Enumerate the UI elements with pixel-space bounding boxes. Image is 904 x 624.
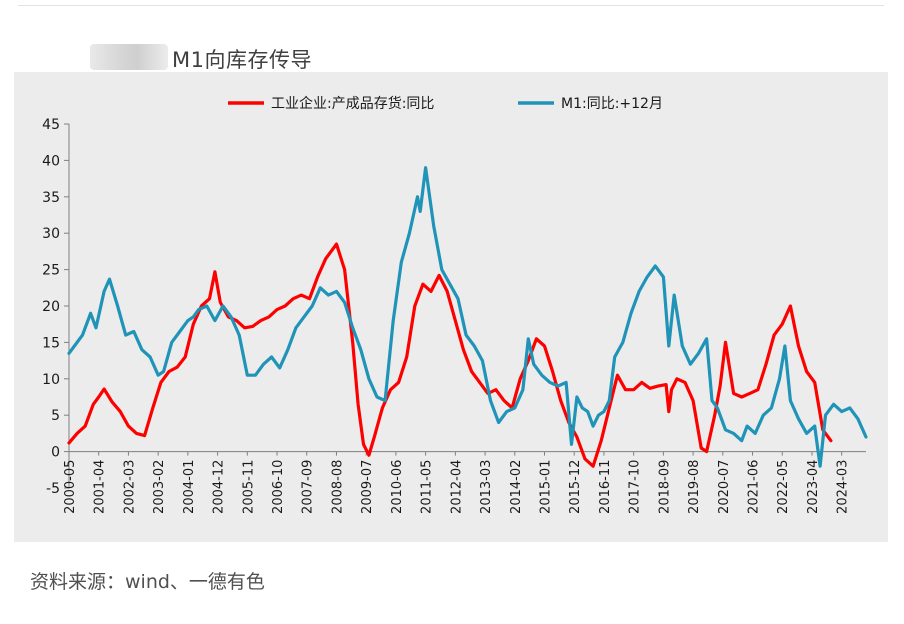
x-tick-label: 2014-02 (509, 460, 524, 514)
x-tick-label: 2022-05 (776, 460, 791, 514)
x-tick-label: 2012-04 (449, 460, 464, 514)
y-tick-label: 15 (42, 335, 60, 351)
y-tick-label: 0 (51, 445, 60, 461)
x-tick-label: 2011-05 (420, 460, 435, 514)
x-tick-label: 2015-12 (568, 460, 583, 514)
x-tick-label: 2017-10 (628, 460, 643, 514)
top-divider (18, 5, 884, 6)
x-tick-label: 2004-12 (212, 460, 227, 514)
x-tick-label: 2001-04 (93, 460, 108, 514)
source-note: 资料来源：wind、一德有色 (30, 571, 265, 593)
redacted-title-prefix (90, 44, 168, 70)
y-tick-label: -5 (46, 481, 60, 497)
legend-label: M1:同比:+12月 (561, 96, 663, 112)
x-tick-label: 2013-03 (479, 460, 494, 514)
y-tick-label: 10 (42, 372, 60, 388)
x-tick-label: 2002-03 (122, 460, 137, 514)
x-tick-label: 2021-06 (747, 460, 762, 514)
series-line-inventory (67, 242, 833, 468)
x-tick-label: 2015-01 (538, 460, 553, 514)
chart-title: M1向库存传导 (172, 48, 312, 72)
x-tick-label: 2003-02 (152, 460, 167, 514)
x-tick-label: 2009-07 (360, 460, 375, 514)
line-chart: -5 0 5 10 15 20 25 30 35 40 45 2000-05 2001-04 2002-0… (42, 95, 868, 514)
x-tick-label: 2020-07 (717, 460, 732, 514)
y-tick-label: 35 (42, 190, 60, 206)
y-tick-label: 45 (42, 117, 60, 133)
chart-panel: -5 0 5 10 15 20 25 30 35 40 45 2000-05 2001-04 2002-0… (14, 72, 888, 542)
y-tick-label: 30 (42, 226, 60, 242)
x-tick-label: 2024-03 (836, 460, 851, 514)
x-tick-label: 2016-11 (598, 460, 613, 514)
y-tick-label: 20 (42, 299, 60, 315)
series-line-m1 (67, 166, 868, 468)
x-tick-label: 2010-06 (390, 460, 405, 514)
y-tick-label: 5 (51, 408, 60, 424)
x-tick-label: 2004-01 (182, 460, 197, 514)
x-tick-label: 2008-08 (330, 460, 345, 514)
x-tick-label: 2018-09 (657, 460, 672, 514)
y-tick-label: 40 (42, 153, 60, 169)
x-tick-label: 2005-11 (241, 460, 256, 514)
x-tick-label: 2023-04 (806, 460, 821, 514)
y-tick-label: 25 (42, 263, 60, 279)
x-tick-label: 2006-10 (271, 460, 286, 514)
legend-label: 工业企业:产成品存货:同比 (271, 95, 434, 112)
x-tick-label: 2000-05 (63, 460, 78, 514)
x-tick-label: 2007-09 (301, 460, 316, 514)
x-tick-label: 2019-08 (687, 460, 702, 514)
